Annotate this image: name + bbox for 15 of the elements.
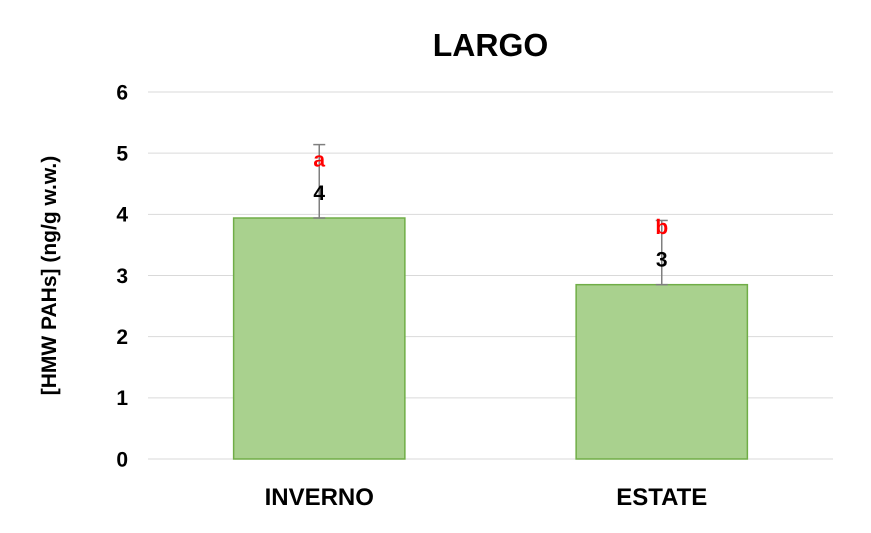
data-label: 3 (656, 248, 668, 272)
data-label: 4 (313, 182, 326, 206)
annotation: b (655, 216, 668, 239)
y-tick-label: 5 (116, 142, 128, 166)
y-axis-title: [HMW PAHs] (ng/g w.w.) (38, 156, 61, 396)
annotation: a (313, 148, 326, 172)
y-tick-label: 6 (116, 81, 128, 104)
y-tick-label: 2 (116, 326, 128, 350)
y-tick-label: 4 (116, 204, 128, 227)
y-tick-label: 3 (116, 264, 128, 288)
x-tick-label: INVERNO (264, 484, 374, 511)
y-tick-label: 1 (116, 387, 128, 410)
x-tick-label: ESTATE (616, 484, 708, 511)
y-tick-label: 0 (116, 448, 128, 472)
chart-title: LARGO (432, 27, 548, 63)
